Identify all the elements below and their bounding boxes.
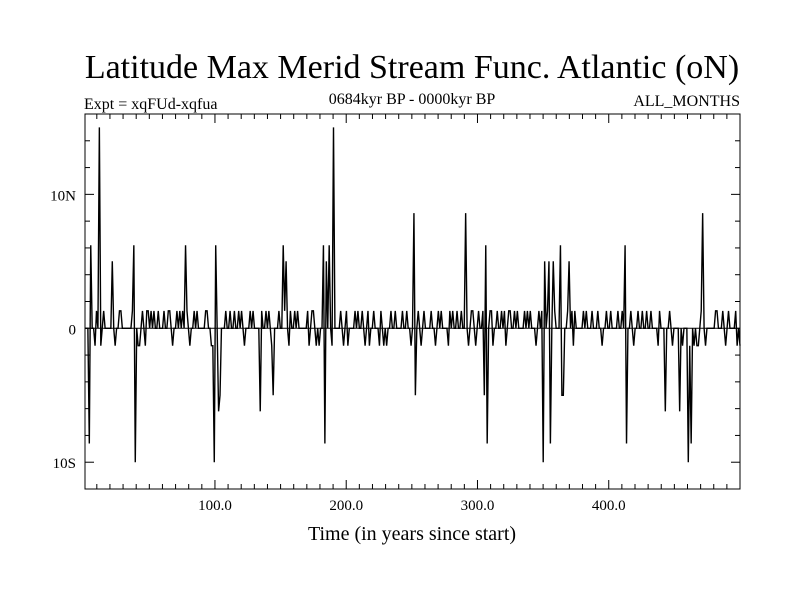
y-tick-labels: 10N 0 10S — [50, 188, 76, 472]
x-tick-label: 400.0 — [592, 498, 626, 514]
months-label: ALL_MONTHS — [633, 93, 740, 110]
x-tick-label: 100.0 — [198, 498, 232, 514]
y-tick-label: 10S — [53, 456, 76, 472]
y-tick-label: 10N — [50, 188, 76, 204]
series-line — [85, 127, 741, 463]
x-tick-label: 300.0 — [461, 498, 495, 514]
x-tick-labels: 100.0 200.0 300.0 400.0 — [198, 498, 626, 514]
experiment-label: Expt = xqFUd-xqfua — [84, 96, 217, 113]
x-tick-label: 200.0 — [329, 498, 363, 514]
y-tick-label: 0 — [69, 322, 77, 338]
axis-ticks — [85, 114, 740, 489]
chart-title: Latitude Max Merid Stream Func. Atlantic… — [85, 49, 739, 86]
time-range-label: 0684kyr BP - 0000kyr BP — [329, 91, 496, 108]
x-axis-label: Time (in years since start) — [308, 523, 516, 545]
